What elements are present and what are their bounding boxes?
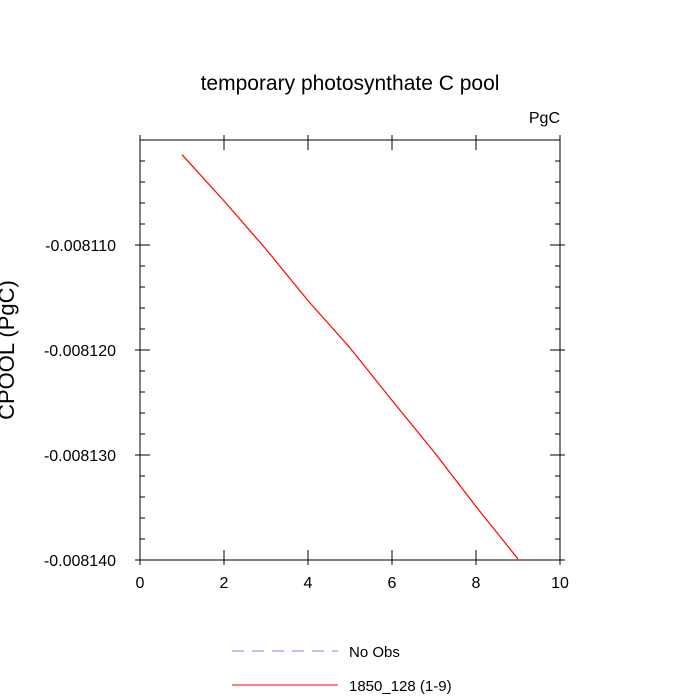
axis-ticks bbox=[135, 135, 565, 565]
y-tick-label: -0.008120 bbox=[44, 343, 116, 360]
y-axis-label: CPOOL (PgC) bbox=[0, 280, 19, 420]
chart-title: temporary photosynthate C pool bbox=[201, 72, 500, 95]
y-tick-label: -0.008110 bbox=[45, 238, 116, 255]
x-tick-label: 8 bbox=[472, 575, 481, 592]
plot-frame bbox=[139, 139, 561, 561]
units-label: PgC bbox=[529, 110, 560, 127]
y-tick-label: -0.008130 bbox=[44, 448, 116, 465]
x-tick-label: 0 bbox=[136, 575, 145, 592]
series-lines bbox=[181, 154, 519, 560]
legend-label: No Obs bbox=[349, 644, 400, 661]
x-tick-label: 6 bbox=[388, 575, 397, 592]
x-tick-label: 2 bbox=[220, 575, 229, 592]
legend-label: 1850_128 (1-9) bbox=[349, 678, 452, 695]
x-tick-label: 4 bbox=[304, 575, 313, 592]
legend: No Obs 1850_128 (1-9) bbox=[232, 644, 452, 695]
series-line bbox=[181, 154, 519, 560]
y-tick-label: -0.008140 bbox=[44, 553, 116, 570]
axis-tick-labels: 0 2 4 6 8 10 -0.008110 -0.008120 -0.008130 -0.008… bbox=[44, 238, 569, 592]
x-tick-label: 10 bbox=[551, 575, 569, 592]
